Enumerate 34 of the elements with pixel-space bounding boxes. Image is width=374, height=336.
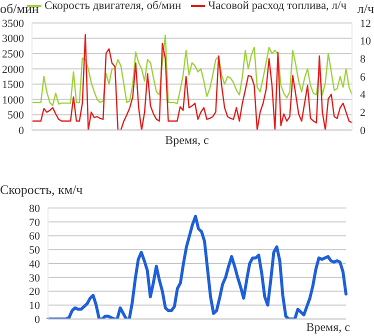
y-axis-title: об/мин <box>0 1 39 17</box>
y-tick-label: 1500 <box>2 79 24 92</box>
x-axis-title: Время, с <box>165 133 209 147</box>
legend-label: Скорость двигателя, об/мин <box>44 0 182 12</box>
line-series <box>31 34 353 106</box>
y2-tick-label: 2 <box>360 107 366 120</box>
y2-axis-title: л/ч <box>357 1 374 17</box>
y2-tick-label: 12 <box>360 18 371 30</box>
y-tick-label: 0 <box>34 314 40 326</box>
y-tick-label: 10 <box>29 300 40 312</box>
y-axis-title: Скорость, км/ч <box>0 182 83 198</box>
y-tick-label: 3000 <box>2 33 24 46</box>
y-tick-label: 80 <box>29 202 40 215</box>
line-series <box>46 214 348 319</box>
y-tick-label: 0 <box>18 124 24 137</box>
y-tick-label: 500 <box>8 110 24 122</box>
y2-tick-label: 10 <box>360 36 372 48</box>
y-tick-label: 1000 <box>2 94 24 106</box>
y-tick-label: 3500 <box>2 18 24 30</box>
y2-tick-label: 4 <box>360 89 366 102</box>
y2-tick-label: 0 <box>360 124 366 137</box>
x-axis-title: Время, с <box>306 320 350 335</box>
y-tick-label: 50 <box>29 244 40 257</box>
y-tick-label: 60 <box>29 230 40 243</box>
y2-tick-label: 8 <box>360 54 366 66</box>
line-series <box>31 34 353 130</box>
y-tick-label: 70 <box>29 216 40 229</box>
y-tick-label: 40 <box>29 258 40 270</box>
y-tick-label: 30 <box>29 272 40 284</box>
y-tick-label: 2000 <box>2 64 24 76</box>
y2-tick-label: 6 <box>360 71 366 84</box>
y-tick-label: 20 <box>29 286 40 298</box>
y-tick-label: 2500 <box>2 48 24 60</box>
legend-label: Часовой расход топлива, л/ч <box>208 0 347 12</box>
